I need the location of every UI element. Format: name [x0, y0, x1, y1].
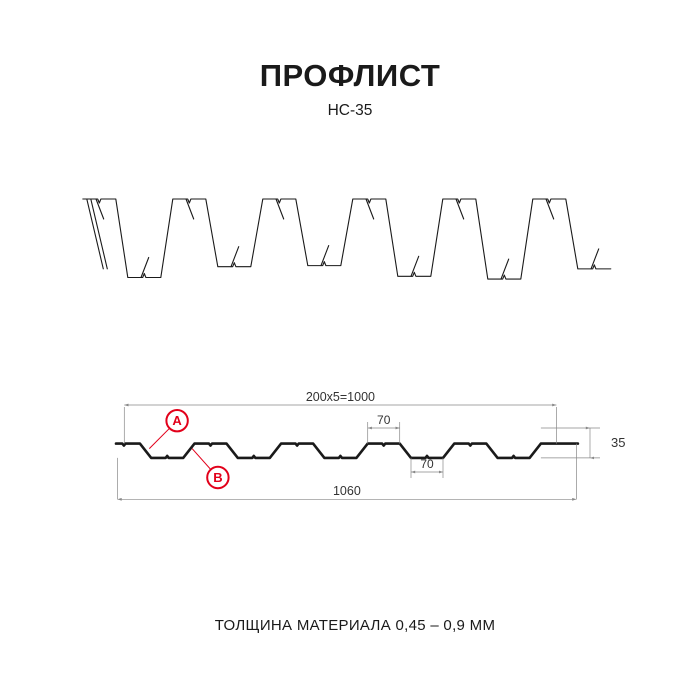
svg-text:70: 70: [377, 413, 391, 427]
svg-text:B: B: [213, 470, 222, 485]
svg-text:A: A: [172, 413, 182, 428]
svg-text:НС-35: НС-35: [328, 102, 373, 119]
svg-text:ПРОФЛИСТ: ПРОФЛИСТ: [260, 58, 441, 93]
svg-text:35: 35: [611, 435, 625, 450]
svg-text:1060: 1060: [333, 484, 361, 498]
svg-text:200x5=1000: 200x5=1000: [306, 390, 375, 404]
svg-text:70: 70: [420, 457, 434, 471]
svg-text:ТОЛЩИНА МАТЕРИАЛА 0,45 – 0,9 М: ТОЛЩИНА МАТЕРИАЛА 0,45 – 0,9 ММ: [215, 617, 496, 634]
